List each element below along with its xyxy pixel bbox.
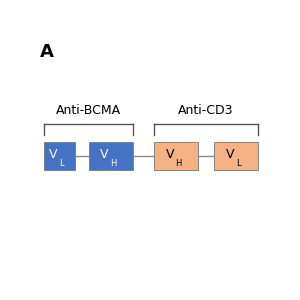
Text: L: L — [59, 159, 64, 168]
Text: V: V — [226, 148, 234, 161]
FancyBboxPatch shape — [89, 142, 133, 170]
Text: L: L — [236, 159, 240, 168]
Text: Anti-CD3: Anti-CD3 — [178, 104, 234, 117]
FancyBboxPatch shape — [154, 142, 198, 170]
Text: Anti-BCMA: Anti-BCMA — [56, 104, 121, 117]
Text: A: A — [40, 43, 54, 61]
Text: H: H — [110, 159, 117, 168]
FancyBboxPatch shape — [44, 142, 75, 170]
FancyBboxPatch shape — [214, 142, 258, 170]
Text: V: V — [100, 148, 109, 161]
Text: V: V — [49, 148, 58, 161]
Text: H: H — [176, 159, 182, 168]
Text: V: V — [166, 148, 174, 161]
